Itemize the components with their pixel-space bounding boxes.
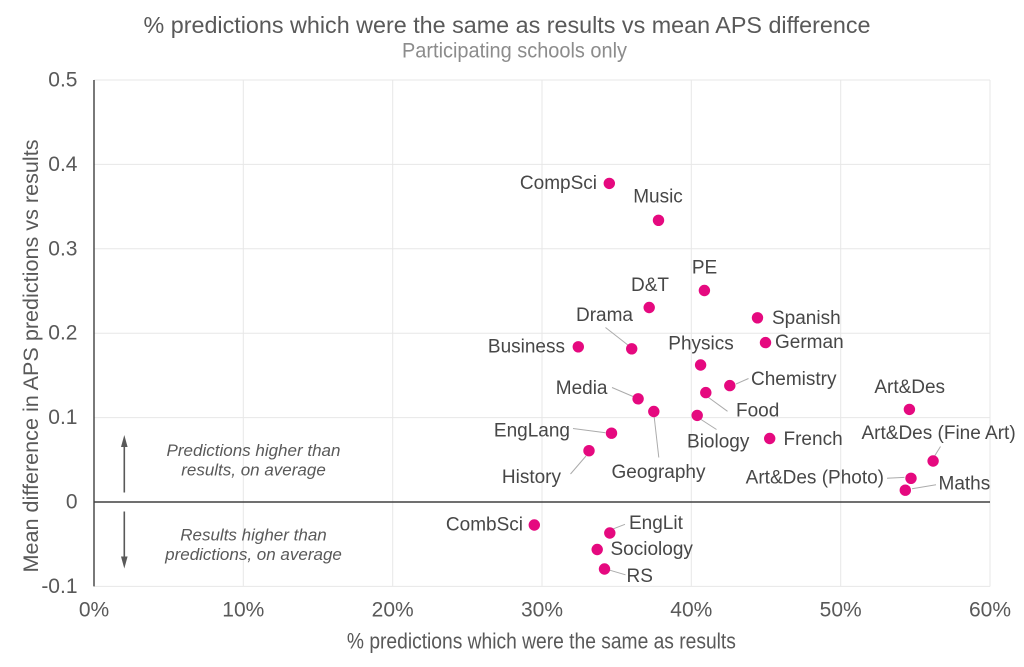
- svg-text:EngLit: EngLit: [629, 513, 684, 534]
- svg-text:40%: 40%: [670, 599, 712, 622]
- svg-text:60%: 60%: [969, 599, 1011, 622]
- svg-text:Sociology: Sociology: [611, 539, 694, 560]
- svg-text:0: 0: [66, 491, 78, 514]
- svg-text:Chemistry: Chemistry: [751, 369, 837, 390]
- svg-text:% predictions which were the s: % predictions which were the same as res…: [347, 629, 736, 654]
- svg-text:Biology: Biology: [687, 431, 750, 452]
- svg-text:Predictions higher than: Predictions higher than: [167, 441, 341, 460]
- svg-text:German: German: [775, 332, 844, 353]
- svg-text:EngLang: EngLang: [494, 421, 570, 442]
- svg-text:0.4: 0.4: [48, 153, 78, 176]
- svg-text:results, on average: results, on average: [181, 461, 326, 480]
- svg-text:30%: 30%: [521, 599, 563, 622]
- svg-text:D&T: D&T: [631, 275, 669, 296]
- svg-text:-0.1: -0.1: [41, 575, 77, 598]
- svg-text:CompSci: CompSci: [520, 173, 597, 194]
- svg-text:Participating schools only: Participating schools only: [402, 39, 627, 63]
- svg-text:50%: 50%: [820, 599, 862, 622]
- svg-text:PE: PE: [692, 258, 717, 279]
- svg-text:Food: Food: [736, 400, 779, 421]
- svg-text:0.1: 0.1: [48, 406, 77, 429]
- svg-text:Maths: Maths: [939, 473, 991, 494]
- svg-text:Art&Des (Photo): Art&Des (Photo): [746, 468, 884, 489]
- svg-text:0.2: 0.2: [48, 322, 77, 345]
- svg-text:0.5: 0.5: [48, 69, 77, 92]
- svg-text:Art&Des (Fine Art): Art&Des (Fine Art): [862, 423, 1016, 444]
- svg-text:Business: Business: [488, 336, 565, 357]
- svg-text:0%: 0%: [79, 599, 109, 622]
- svg-text:Music: Music: [633, 187, 683, 208]
- svg-text:Art&Des: Art&Des: [874, 377, 945, 398]
- svg-text:Results higher than: Results higher than: [180, 525, 326, 544]
- svg-text:French: French: [784, 429, 843, 450]
- svg-text:CombSci: CombSci: [446, 515, 523, 536]
- svg-text:10%: 10%: [222, 599, 264, 622]
- svg-text:Mean difference in APS predict: Mean difference in APS predictions vs re…: [20, 140, 43, 573]
- svg-text:Physics: Physics: [668, 334, 733, 355]
- svg-text:History: History: [502, 467, 562, 488]
- svg-text:RS: RS: [627, 566, 653, 587]
- svg-text:Geography: Geography: [611, 462, 706, 483]
- svg-text:Spanish: Spanish: [772, 308, 841, 329]
- svg-text:0.3: 0.3: [48, 237, 77, 260]
- svg-text:20%: 20%: [372, 599, 414, 622]
- svg-text:predictions, on average: predictions, on average: [164, 545, 342, 564]
- svg-text:Media: Media: [556, 378, 608, 399]
- svg-text:Drama: Drama: [576, 305, 633, 326]
- svg-text:% predictions which were the s: % predictions which were the same as res…: [144, 12, 871, 38]
